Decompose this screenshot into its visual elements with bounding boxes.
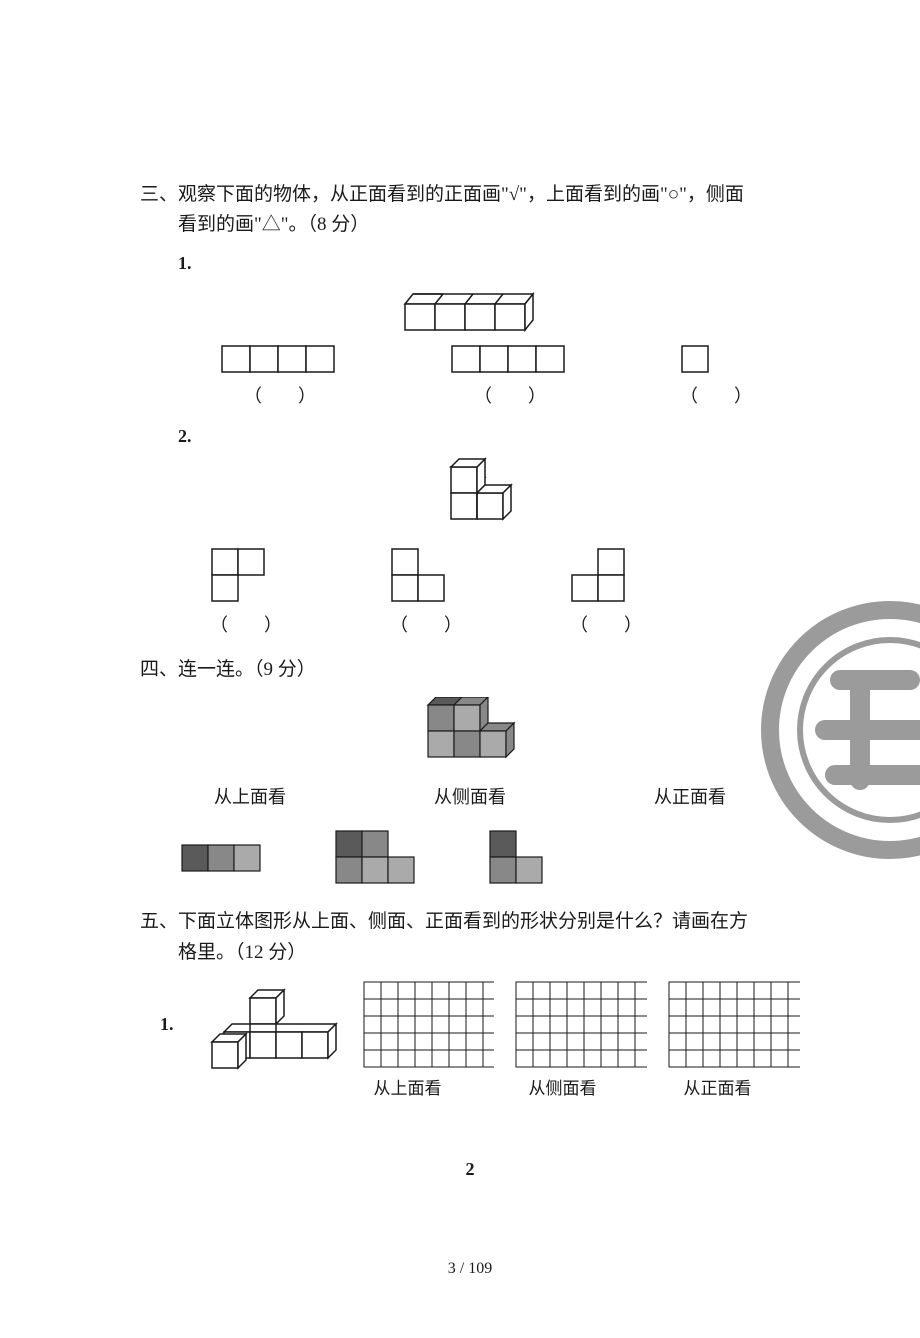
q1-ans-c[interactable]: （ ）: [680, 382, 740, 408]
s5-grid-side[interactable]: [514, 980, 647, 1070]
q2-number: 2.: [140, 426, 192, 446]
q1-ans-b[interactable]: （ ）: [450, 382, 570, 408]
q1-ans-a[interactable]: （ ）: [220, 382, 340, 408]
s5-grid-label-front: 从正面看: [650, 1074, 785, 1099]
s4-solid: [140, 697, 800, 777]
s5-grid-labels: 从上面看 从侧面看 从正面看: [340, 1074, 800, 1099]
q2-ans-c[interactable]: （ ）: [570, 611, 630, 637]
q1-opt-a-4x1: [220, 344, 340, 376]
s4-shape-a: [180, 843, 264, 873]
section-5-line1: 五、下面立体图形从上面、侧面、正面看到的形状分别是什么？请画在方: [140, 911, 748, 932]
s5-grid-front[interactable]: [667, 980, 800, 1070]
section-5-line2: 格里。（12 分）: [140, 942, 306, 963]
worksheet-page: 三、观察下面的物体，从正面看到的正面画"√"，上面看到的画"○"，侧面 看到的画…: [0, 0, 920, 1338]
q2-ans-b[interactable]: （ ）: [390, 611, 450, 637]
q1-number: 1.: [140, 253, 192, 273]
footer-page-number: 3 / 109: [140, 1260, 800, 1278]
s4-bottom-shapes: [180, 829, 800, 887]
q2-solid: [140, 457, 800, 537]
section-3-line2: 看到的画"△"。（8 分）: [140, 214, 369, 235]
q2-block: 2.: [140, 426, 800, 637]
section-5-title: 五、下面立体图形从上面、侧面、正面看到的形状分别是什么？请画在方 格里。（12 …: [140, 907, 800, 968]
q2-opt-b: [390, 547, 450, 605]
s4-top-labels: 从上面看 从侧面看 从正面看: [180, 783, 800, 809]
inner-page-number: 2: [140, 1159, 800, 1180]
s5-grid-label-top: 从上面看: [340, 1074, 475, 1099]
seal-stamp-icon: [710, 600, 920, 860]
section-3-title: 三、观察下面的物体，从正面看到的正面画"√"，上面看到的画"○"，侧面 看到的画…: [140, 180, 800, 241]
solid-shaded-3d: [410, 697, 530, 777]
q2-options: [210, 547, 800, 605]
q1-block: 1. （ ） （ ）: [140, 253, 800, 408]
s5-q1-num: 1.: [160, 1014, 174, 1035]
solid-lshape-3d: [415, 457, 525, 537]
s5-grid-top[interactable]: [362, 980, 495, 1070]
s4-shape-c: [488, 829, 546, 887]
solid-4cubes-row: [395, 284, 545, 334]
q1-opt-c-1x1: [680, 344, 712, 376]
section-4-title: 四、连一连。（9 分）: [140, 655, 800, 685]
s5-q1: 1.: [160, 980, 800, 1070]
s5-grid-label-side: 从侧面看: [495, 1074, 630, 1099]
s5-solid: [200, 980, 342, 1070]
s4-shape-b: [334, 829, 418, 887]
s4-label-side: 从侧面看: [400, 783, 540, 809]
q1-opt-b-4x1: [450, 344, 570, 376]
q1-options: [220, 344, 800, 376]
s4-label-top: 从上面看: [180, 783, 320, 809]
q2-opt-a: [210, 547, 270, 605]
section-3-line1: 三、观察下面的物体，从正面看到的正面画"√"，上面看到的画"○"，侧面: [140, 184, 744, 205]
q2-opt-c: [570, 547, 630, 605]
q2-ans-a[interactable]: （ ）: [210, 611, 270, 637]
q1-solid: [140, 284, 800, 334]
